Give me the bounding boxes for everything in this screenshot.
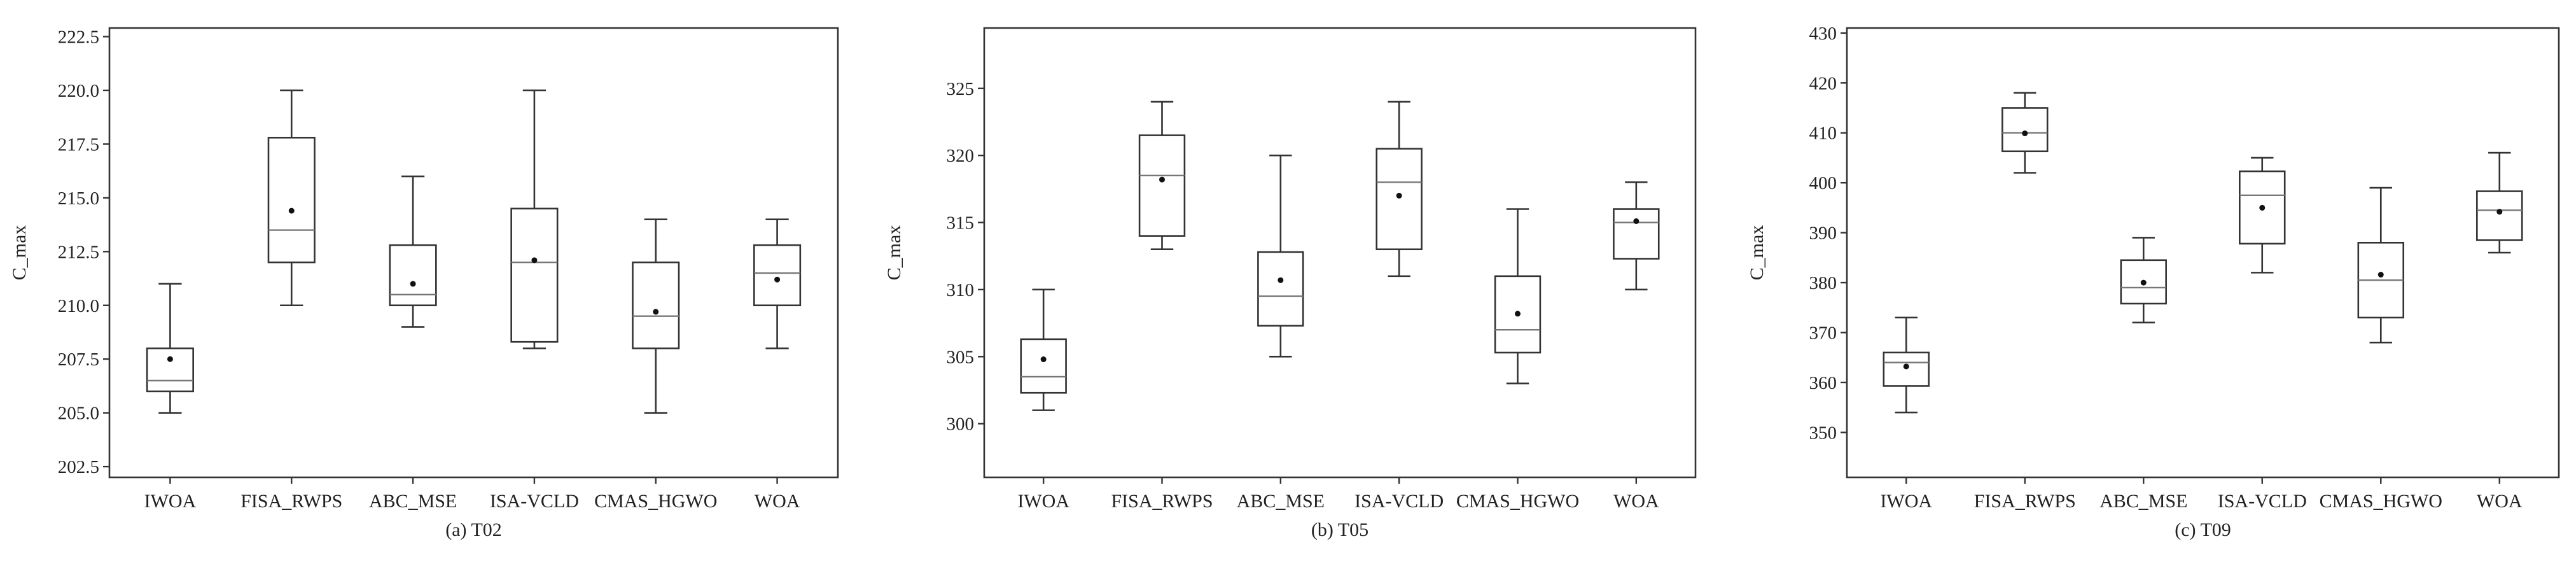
y-tick-label: 400 — [1809, 173, 1837, 193]
y-tick-label: 410 — [1809, 123, 1837, 144]
plot-frame — [983, 27, 1697, 479]
mean-marker — [2022, 130, 2028, 137]
x-tick-label: ABC_MSE — [2099, 491, 2187, 512]
mean-marker — [1040, 356, 1047, 363]
x-tick-label: WOA — [1613, 491, 1659, 512]
mean-marker — [1515, 311, 1521, 317]
y-tick-label: 310 — [947, 280, 975, 300]
y-tick-label: 320 — [947, 146, 975, 166]
mean-marker — [410, 281, 416, 287]
x-tick-label: IWOA — [1017, 491, 1069, 512]
y-tick-label: 390 — [1809, 223, 1837, 244]
y-tick-label: 205.0 — [58, 404, 99, 424]
x-tick-label: ABC_MSE — [1237, 491, 1325, 512]
x-tick-label: FISA_RWPS — [1974, 491, 2076, 512]
x-tick-label: ISA-VCLD — [490, 491, 579, 512]
mean-marker — [2140, 279, 2147, 286]
y-tick-label: 217.5 — [58, 134, 99, 155]
y-tick-label: 370 — [1809, 323, 1837, 344]
panel-caption: (a) T02 — [445, 519, 502, 540]
box-iqr — [1020, 338, 1067, 394]
y-tick-label: 325 — [947, 79, 975, 99]
box-iqr — [146, 348, 194, 393]
y-tick-label: 305 — [947, 347, 975, 367]
box-iqr — [1257, 251, 1304, 327]
box-iqr — [389, 244, 437, 307]
y-tick-label: 430 — [1809, 24, 1837, 44]
panel-caption: (b) T05 — [1311, 519, 1368, 540]
y-axis-label: C_max — [884, 225, 905, 281]
x-tick-label: IWOA — [1880, 491, 1932, 512]
y-tick-label: 350 — [1809, 423, 1837, 443]
y-axis-label: C_max — [1746, 225, 1767, 281]
mean-marker — [288, 207, 295, 214]
y-tick-label: 300 — [947, 414, 975, 435]
mean-marker — [2259, 204, 2266, 211]
x-tick-label: CMAS_HGWO — [2320, 491, 2442, 512]
plot-frame — [108, 27, 839, 479]
mean-marker — [2496, 209, 2503, 215]
box-iqr — [632, 261, 680, 349]
x-tick-label: WOA — [755, 491, 800, 512]
y-tick-label: 315 — [947, 213, 975, 234]
panel-caption: (c) T09 — [2175, 519, 2231, 540]
y-tick-label: 380 — [1809, 273, 1837, 293]
y-tick-label: 215.0 — [58, 188, 99, 209]
box-iqr — [510, 207, 559, 343]
y-tick-label: 222.5 — [58, 27, 99, 48]
y-tick-label: 210.0 — [58, 296, 99, 316]
x-tick-label: WOA — [2477, 491, 2523, 512]
mean-marker — [774, 276, 781, 283]
y-axis-label: C_max — [9, 225, 30, 281]
x-tick-label: FISA_RWPS — [1111, 491, 1213, 512]
mean-marker — [1633, 218, 1640, 224]
box-iqr — [1613, 208, 1660, 260]
mean-marker — [1396, 192, 1402, 199]
mean-marker — [531, 257, 538, 263]
x-tick-label: ABC_MSE — [369, 491, 457, 512]
x-tick-label: ISA-VCLD — [1354, 491, 1444, 512]
box-iqr — [2002, 107, 2049, 153]
y-tick-label: 420 — [1809, 73, 1837, 94]
box-iqr — [753, 244, 802, 307]
box-iqr — [267, 136, 316, 263]
mean-marker — [653, 309, 659, 315]
x-tick-label: CMAS_HGWO — [594, 491, 717, 512]
box-iqr — [2476, 190, 2523, 241]
y-tick-label: 212.5 — [58, 242, 99, 262]
y-tick-label: 220.0 — [58, 81, 99, 101]
x-tick-label: FISA_RWPS — [240, 491, 342, 512]
plot-frame — [1846, 27, 2560, 479]
x-tick-label: CMAS_HGWO — [1456, 491, 1579, 512]
y-tick-label: 207.5 — [58, 349, 99, 370]
mean-marker — [167, 356, 173, 362]
y-tick-label: 202.5 — [58, 457, 99, 477]
mean-marker — [2378, 272, 2384, 278]
mean-marker — [1278, 277, 1284, 283]
x-tick-label: ISA-VCLD — [2218, 491, 2307, 512]
box-iqr — [1375, 148, 1423, 251]
mean-marker — [1159, 176, 1165, 183]
box-iqr — [1138, 134, 1186, 237]
x-tick-label: IWOA — [144, 491, 197, 512]
y-tick-label: 360 — [1809, 373, 1837, 393]
mean-marker — [1903, 363, 1909, 370]
